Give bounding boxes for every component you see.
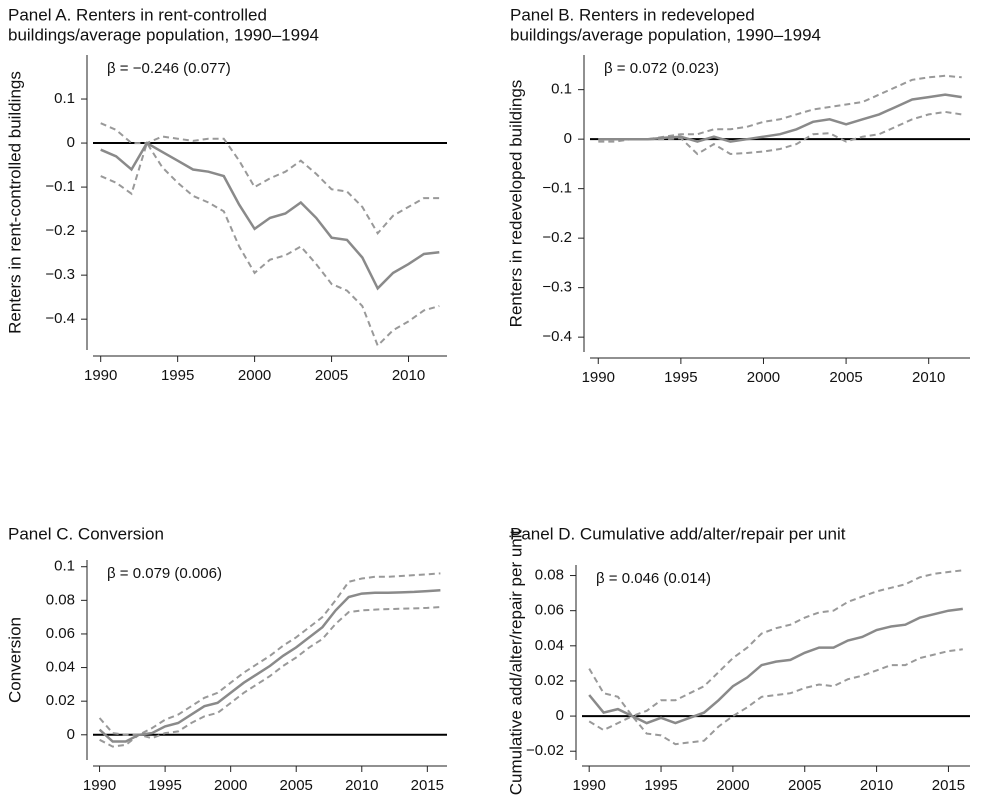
y-tick-label: −0.02 xyxy=(526,742,564,759)
x-tick-label: 1990 xyxy=(84,367,117,384)
x-tick-label: 2005 xyxy=(829,369,862,386)
series-line xyxy=(99,606,441,748)
y-tick-label: 0.02 xyxy=(46,692,75,709)
y-axis-label: Conversion xyxy=(5,617,24,703)
panel-title: Panel C. Conversion xyxy=(8,524,164,543)
y-tick-label: 0.02 xyxy=(535,672,564,689)
y-tick-label: 0.08 xyxy=(46,591,75,608)
series-line xyxy=(98,589,441,743)
y-tick-label: −0.2 xyxy=(45,222,75,239)
panel-title: Panel A. Renters in rent-controlled xyxy=(8,5,267,24)
y-tick-label: 0.1 xyxy=(551,81,572,98)
x-tick-label: 1995 xyxy=(644,777,677,794)
y-tick-label: −0.3 xyxy=(542,279,572,296)
series-line xyxy=(100,141,440,291)
x-tick-label: 2015 xyxy=(932,777,965,794)
y-axis-label: Renters in rent-controlled buildings xyxy=(5,71,24,334)
x-tick-label: 2000 xyxy=(716,777,749,794)
x-tick-label: 1990 xyxy=(83,777,116,794)
y-tick-label: −0.1 xyxy=(45,178,75,195)
y-tick-label: 0.06 xyxy=(46,625,75,642)
y-tick-label: 0 xyxy=(67,726,75,743)
x-tick-label: 2005 xyxy=(280,777,313,794)
x-tick-label: 2010 xyxy=(912,369,945,386)
series-line xyxy=(588,607,963,725)
annotation: β = 0.079 (0.006) xyxy=(107,565,222,582)
x-tick-label: 2005 xyxy=(315,367,348,384)
y-tick-label: −0.1 xyxy=(542,180,572,197)
series-line xyxy=(598,93,962,143)
panel-title: Panel B. Renters in redeveloped xyxy=(510,5,755,24)
panel-title: buildings/average population, 1990–1994 xyxy=(510,25,821,44)
y-tick-label: 0.1 xyxy=(54,558,75,575)
y-axis-label: Renters in redeveloped buildings xyxy=(506,80,525,328)
x-tick-label: 2010 xyxy=(345,777,378,794)
x-tick-label: 2000 xyxy=(238,367,271,384)
y-tick-label: −0.3 xyxy=(45,266,75,283)
annotation: β = −0.246 (0.077) xyxy=(107,60,231,77)
y-tick-label: 0.04 xyxy=(535,637,564,654)
annotation: β = 0.072 (0.023) xyxy=(604,60,719,77)
panel-title: buildings/average population, 1990–1994 xyxy=(8,25,319,44)
x-tick-label: 1995 xyxy=(148,777,181,794)
x-tick-label: 2005 xyxy=(788,777,821,794)
series-line xyxy=(100,122,440,236)
x-tick-label: 2000 xyxy=(747,369,780,386)
x-tick-label: 2015 xyxy=(411,777,444,794)
y-tick-label: 0.08 xyxy=(535,567,564,584)
panel-title: Panel D. Cumulative add/alter/repair per… xyxy=(510,524,846,543)
x-tick-label: 2000 xyxy=(214,777,247,794)
x-tick-label: 1990 xyxy=(582,369,615,386)
series-line xyxy=(588,569,963,718)
x-tick-label: 2010 xyxy=(860,777,893,794)
series-line xyxy=(100,140,440,348)
y-tick-label: 0.06 xyxy=(535,602,564,619)
annotation: β = 0.046 (0.014) xyxy=(596,570,711,587)
series-line xyxy=(598,74,962,141)
series-line xyxy=(588,648,963,746)
x-tick-label: 1995 xyxy=(161,367,194,384)
x-tick-label: 1990 xyxy=(572,777,605,794)
y-tick-label: 0 xyxy=(564,130,572,147)
y-tick-label: −0.2 xyxy=(542,229,572,246)
y-tick-label: −0.4 xyxy=(45,310,75,327)
series-line xyxy=(98,572,441,736)
y-axis-label: Cumulative add/alter/repair per unit xyxy=(506,529,525,795)
x-tick-label: 2010 xyxy=(392,367,425,384)
x-tick-label: 1995 xyxy=(664,369,697,386)
y-tick-label: 0.04 xyxy=(46,659,75,676)
y-tick-label: 0 xyxy=(67,134,75,151)
y-tick-label: 0.1 xyxy=(54,90,75,107)
y-tick-label: −0.4 xyxy=(542,328,572,345)
y-tick-label: 0 xyxy=(556,707,564,724)
